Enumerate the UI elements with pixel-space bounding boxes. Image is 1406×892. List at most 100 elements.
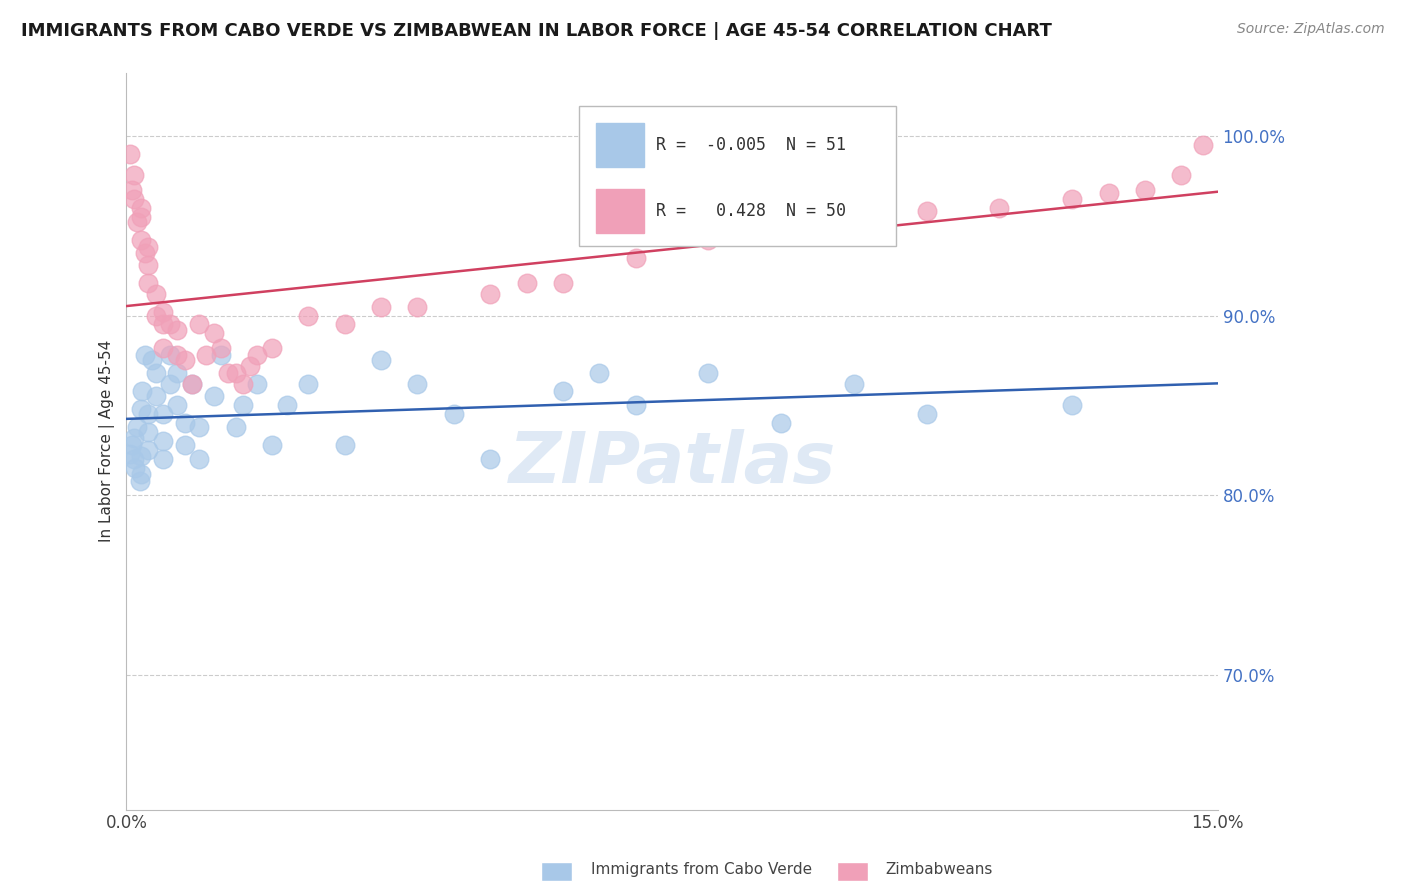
Point (128, 474, 150, 488)
Point (159, 318, 181, 332)
Point (129, 201, 152, 215)
Point (127, 215, 149, 229)
Point (624, 251, 647, 265)
FancyBboxPatch shape (596, 123, 644, 167)
Point (129, 233, 152, 247)
Text: R =  -0.005  N = 51: R = -0.005 N = 51 (655, 136, 846, 154)
Point (152, 305, 174, 319)
Point (842, 210, 865, 224)
Point (232, 376, 254, 391)
Point (406, 300, 429, 314)
Point (239, 359, 262, 373)
Point (136, 240, 159, 254)
Point (1097, 186, 1119, 201)
Point (122, 452, 145, 467)
Point (136, 425, 159, 440)
Point (1062, 192, 1084, 206)
Point (181, 376, 204, 391)
Point (1062, 398, 1084, 412)
Point (145, 389, 167, 403)
Point (173, 417, 195, 431)
Point (173, 353, 195, 368)
Point (443, 407, 465, 421)
Text: IMMIGRANTS FROM CABO VERDE VS ZIMBABWEAN IN LABOR FORCE | AGE 45-54 CORRELATION : IMMIGRANTS FROM CABO VERDE VS ZIMBABWEAN… (21, 22, 1052, 40)
Point (202, 389, 225, 403)
Point (195, 348, 218, 362)
Point (1170, 169, 1192, 183)
Point (406, 376, 429, 391)
Point (141, 353, 163, 368)
Point (120, 447, 142, 461)
Point (127, 420, 149, 434)
Point (136, 407, 159, 421)
Point (145, 287, 167, 301)
Text: Source: ZipAtlas.com: Source: ZipAtlas.com (1237, 22, 1385, 37)
Point (1192, 137, 1215, 152)
Point (588, 366, 610, 380)
Point (124, 461, 146, 475)
Point (770, 222, 793, 236)
Point (152, 452, 174, 467)
Point (166, 323, 188, 337)
Point (370, 300, 392, 314)
FancyBboxPatch shape (596, 189, 644, 233)
Point (209, 341, 232, 355)
Point (134, 245, 156, 260)
Text: ZIPatlas: ZIPatlas (509, 429, 835, 498)
Point (697, 366, 720, 380)
Point (129, 467, 152, 481)
Point (697, 233, 720, 247)
Point (988, 201, 1011, 215)
Point (770, 417, 793, 431)
Point (624, 398, 647, 412)
Point (159, 376, 181, 391)
Point (129, 401, 152, 416)
Point (479, 452, 502, 467)
Point (188, 452, 211, 467)
Point (209, 348, 232, 362)
Point (131, 384, 153, 398)
Point (246, 376, 269, 391)
Point (370, 353, 392, 368)
Point (181, 376, 204, 391)
FancyBboxPatch shape (579, 106, 896, 246)
Point (129, 449, 152, 463)
Text: Immigrants from Cabo Verde: Immigrants from Cabo Verde (591, 863, 811, 877)
Point (166, 348, 188, 362)
Point (333, 318, 356, 332)
Point (276, 398, 298, 412)
Point (202, 326, 225, 341)
Point (121, 183, 143, 197)
Point (225, 366, 247, 380)
Point (842, 376, 865, 391)
Y-axis label: In Labor Force | Age 45-54: In Labor Force | Age 45-54 (100, 340, 115, 542)
Point (122, 192, 145, 206)
Point (260, 341, 283, 355)
Point (1133, 183, 1156, 197)
Point (152, 434, 174, 449)
Point (121, 438, 143, 452)
Point (136, 258, 159, 272)
Point (297, 376, 319, 391)
Point (246, 348, 269, 362)
Point (188, 420, 211, 434)
Point (217, 366, 239, 380)
Point (173, 438, 195, 452)
Point (129, 210, 152, 224)
Point (145, 309, 167, 323)
Point (166, 398, 188, 412)
Text: R =   0.428  N = 50: R = 0.428 N = 50 (655, 202, 846, 220)
Point (159, 348, 181, 362)
Point (297, 309, 319, 323)
Point (188, 318, 211, 332)
Point (122, 431, 145, 445)
Point (516, 276, 538, 290)
Point (260, 438, 283, 452)
Point (152, 341, 174, 355)
Point (166, 366, 188, 380)
Point (915, 204, 938, 219)
Point (225, 420, 247, 434)
Point (232, 398, 254, 412)
Point (333, 438, 356, 452)
Point (152, 407, 174, 421)
